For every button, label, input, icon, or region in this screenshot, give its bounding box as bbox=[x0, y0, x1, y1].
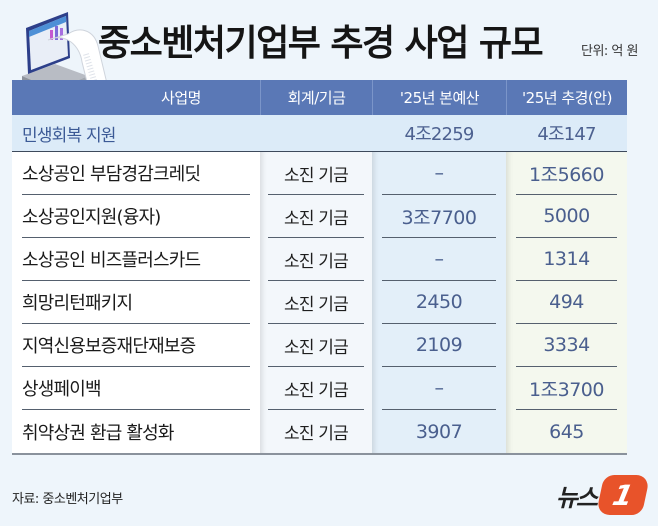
budget-table: 사업명 회계/기금 '25년 본예산 '25년 추경(안) 민생회복 지원 4조… bbox=[12, 80, 627, 455]
page-title: 중소벤처기업부 추경 사업 규모 bbox=[98, 23, 544, 64]
table-cell-name: 소상공인 비즈플러스카드 bbox=[22, 238, 250, 281]
table-cell-supplementary: 3334 bbox=[516, 324, 617, 367]
category-base-budget: 4조2259 bbox=[404, 124, 474, 145]
unit-label: 단위: 억 원 bbox=[581, 44, 639, 59]
account-column: 소진 기금 소진 기금 소진 기금 소진 기금 소진 기금 소진 기금 소진 기… bbox=[260, 152, 372, 453]
table-cell-name: 소상공인 부담경감크레딧 bbox=[22, 152, 250, 195]
table-cell-base-budget: – bbox=[382, 152, 496, 195]
table-body: 소상공인 부담경감크레딧 소상공인지원(융자) 소상공인 비즈플러스카드 희망리… bbox=[12, 152, 627, 453]
table-cell-supplementary: 1조3700 bbox=[516, 367, 617, 410]
table-cell-name: 지역신용보증재단재보증 bbox=[22, 324, 250, 367]
table-cell-account: 소진 기금 bbox=[268, 238, 364, 281]
table-cell-base-budget: – bbox=[382, 238, 496, 281]
table-cell-base-budget: 2109 bbox=[382, 324, 496, 367]
logo-badge-icon: 1 bbox=[595, 475, 651, 515]
table-cell-supplementary: 494 bbox=[516, 281, 617, 324]
table-cell-supplementary: 645 bbox=[549, 420, 584, 443]
name-column: 소상공인 부담경감크레딧 소상공인지원(융자) 소상공인 비즈플러스카드 희망리… bbox=[12, 152, 260, 453]
table-header: 사업명 회계/기금 '25년 본예산 '25년 추경(안) bbox=[12, 80, 627, 115]
table-cell-name: 소상공인지원(융자) bbox=[22, 195, 250, 238]
column-header-base-budget: '25년 본예산 bbox=[372, 80, 506, 115]
table-cell-base-budget: 3907 bbox=[415, 420, 463, 443]
table-cell-base-budget: 3조7700 bbox=[382, 195, 496, 238]
column-header-supplementary: '25년 추경(안) bbox=[506, 80, 627, 115]
source-note: 자료: 중소벤처기업부 bbox=[12, 492, 123, 507]
base-budget-column: – 3조7700 – 2450 2109 – 3907 bbox=[372, 152, 506, 453]
table-cell-supplementary: 1조5660 bbox=[516, 152, 617, 195]
category-supplementary: 4조147 bbox=[537, 124, 596, 145]
logo-text: 뉴스 bbox=[555, 483, 598, 512]
table-cell-account: 소진 기금 bbox=[268, 281, 364, 324]
table-cell-account: 소진 기금 bbox=[268, 324, 364, 367]
table-cell-base-budget: 2450 bbox=[382, 281, 496, 324]
table-cell-account: 소진 기금 bbox=[268, 195, 364, 238]
category-name: 민생회복 지원 bbox=[22, 125, 116, 146]
table-cell-account: 소진 기금 bbox=[268, 367, 364, 410]
column-header-account: 회계/기금 bbox=[260, 80, 372, 115]
table-cell-account: 소진 기금 bbox=[284, 424, 349, 444]
supplementary-column: 1조5660 5000 1314 494 3334 1조3700 645 bbox=[506, 152, 627, 453]
table-cell-name: 희망리턴패키지 bbox=[22, 281, 250, 324]
table-cell-account: 소진 기금 bbox=[268, 152, 364, 195]
news1-logo: 뉴스 1 bbox=[555, 475, 651, 515]
table-cell-name: 상생페이백 bbox=[22, 367, 250, 410]
category-row: 민생회복 지원 4조2259 4조147 bbox=[12, 115, 627, 152]
table-cell-supplementary: 1314 bbox=[516, 238, 617, 281]
table-cell-base-budget: – bbox=[382, 367, 496, 410]
column-header-name: 사업명 bbox=[161, 89, 201, 107]
table-cell-name: 취약상권 환급 활성화 bbox=[22, 422, 174, 444]
category-account bbox=[260, 115, 372, 151]
table-cell-supplementary: 5000 bbox=[516, 195, 617, 238]
table-bottom-rule bbox=[12, 453, 627, 455]
